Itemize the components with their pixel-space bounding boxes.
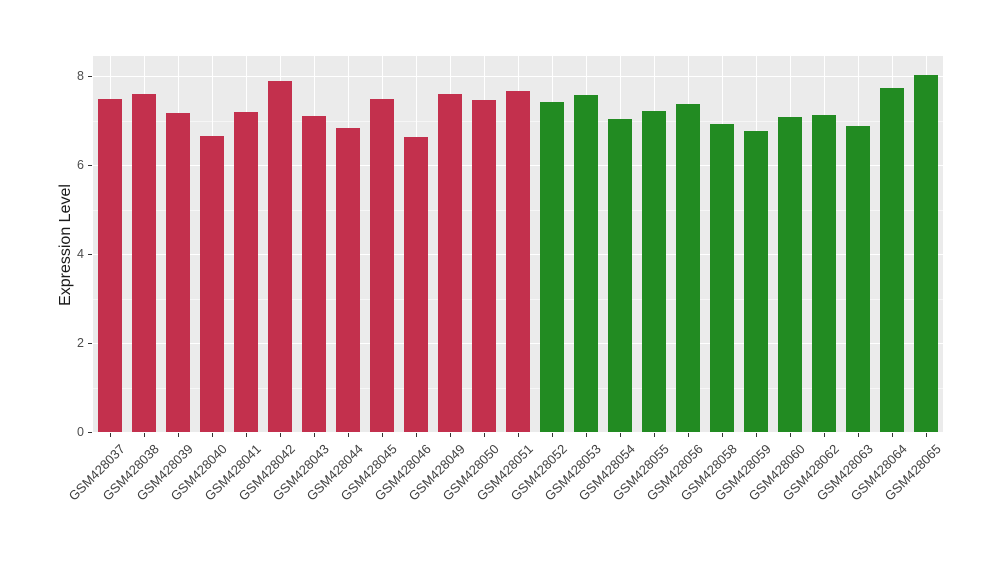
- x-axis-tick: [279, 433, 281, 437]
- y-axis-title: Expression Level: [57, 183, 74, 306]
- x-axis-tick: [143, 433, 145, 437]
- bar-GSM428046: [404, 137, 428, 432]
- bar-GSM428060: [778, 116, 802, 432]
- x-axis-tick: [653, 433, 655, 437]
- x-axis-tick: [211, 433, 213, 437]
- bar-GSM428055: [642, 111, 666, 432]
- x-axis-tick: [789, 433, 791, 437]
- bar-GSM428038: [132, 94, 156, 432]
- bar-GSM428062: [812, 114, 836, 432]
- plot-panel: [93, 56, 943, 433]
- x-axis-tick: [585, 433, 587, 437]
- y-axis-tick: [88, 254, 92, 255]
- bar-GSM428056: [676, 103, 700, 432]
- y-axis-tick: [88, 76, 92, 77]
- x-axis-tick: [381, 433, 383, 437]
- x-axis-tick: [687, 433, 689, 437]
- x-axis-tick: [551, 433, 553, 437]
- bar-GSM428058: [710, 124, 734, 432]
- x-axis-tick: [755, 433, 757, 437]
- y-tick-label: 2: [77, 336, 84, 350]
- bar-GSM428051: [506, 91, 530, 432]
- x-axis-tick: [891, 433, 893, 437]
- bar-GSM428041: [234, 111, 258, 432]
- bar-GSM428037: [98, 99, 122, 432]
- y-tick-label: 0: [77, 425, 84, 439]
- bar-GSM428049: [438, 94, 462, 432]
- bar-GSM428053: [574, 94, 598, 432]
- y-tick-label: 4: [77, 247, 84, 261]
- bar-GSM428040: [200, 136, 224, 432]
- x-axis-tick: [857, 433, 859, 437]
- bar-GSM428065: [914, 74, 938, 432]
- x-axis-tick: [109, 433, 111, 437]
- x-axis-tick: [823, 433, 825, 437]
- x-axis-tick: [347, 433, 349, 437]
- y-axis-tick: [88, 343, 92, 344]
- bar-GSM428059: [744, 130, 768, 432]
- y-axis-tick: [88, 432, 92, 433]
- bar-GSM428044: [336, 127, 360, 432]
- y-tick-label: 6: [77, 158, 84, 172]
- y-axis-tick: [88, 165, 92, 166]
- x-axis-tick: [415, 433, 417, 437]
- bar-GSM428052: [540, 102, 564, 432]
- bar-GSM428043: [302, 116, 326, 432]
- x-axis-tick: [313, 433, 315, 437]
- x-axis-tick: [925, 433, 927, 437]
- bar-GSM428045: [370, 99, 394, 432]
- x-axis-tick: [177, 433, 179, 437]
- x-axis-tick: [449, 433, 451, 437]
- bar-GSM428063: [846, 126, 870, 432]
- bar-GSM428039: [166, 113, 190, 432]
- bar-GSM428064: [880, 88, 904, 432]
- x-axis-tick: [721, 433, 723, 437]
- x-axis-tick: [483, 433, 485, 437]
- bar-GSM428042: [268, 80, 292, 432]
- x-axis-tick: [517, 433, 519, 437]
- y-tick-label: 8: [77, 69, 84, 83]
- x-axis-tick: [619, 433, 621, 437]
- x-axis-tick: [245, 433, 247, 437]
- bar-GSM428050: [472, 100, 496, 432]
- bar-GSM428054: [608, 119, 632, 432]
